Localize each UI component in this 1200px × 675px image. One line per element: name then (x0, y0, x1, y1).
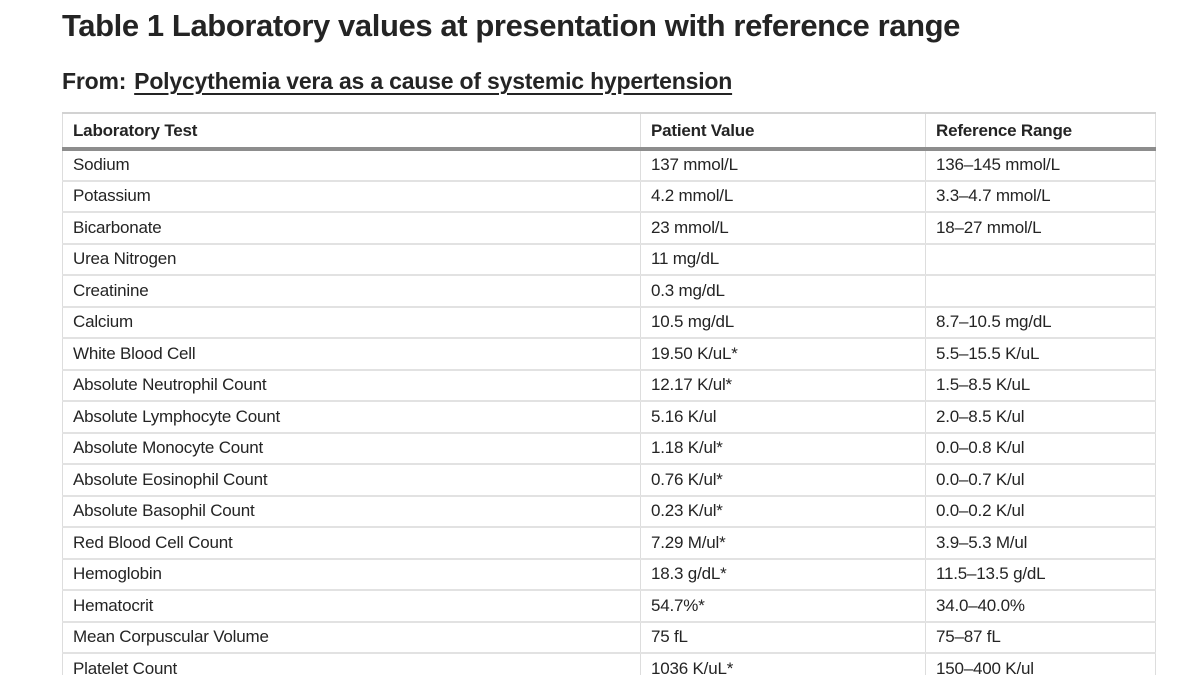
table-header-row: Laboratory Test Patient Value Reference … (62, 113, 1156, 152)
table-row: Sodium 137 mmol/L 136–145 mmol/L (62, 148, 1156, 181)
reference-range-cell: 136–145 mmol/L (925, 148, 1156, 181)
patient-value-cell: 5.16 K/ul (640, 400, 926, 433)
table-row: Absolute Monocyte Count 1.18 K/ul* 0.0–0… (62, 431, 1156, 465)
lab-test-cell: Calcium (62, 305, 641, 339)
patient-value-cell: 54.7%* (640, 589, 926, 622)
table-row: Bicarbonate 23 mmol/L 18–27 mmol/L (62, 211, 1156, 244)
reference-range-cell: 8.7–10.5 mg/dL (925, 305, 1156, 339)
patient-value-cell: 10.5 mg/dL (640, 305, 926, 339)
table-row: Absolute Lymphocyte Count 5.16 K/ul 2.0–… (62, 400, 1156, 433)
lab-test-cell: White Blood Cell (62, 337, 641, 370)
patient-value-cell: 1036 K/uL* (640, 652, 926, 675)
reference-range-cell: 0.0–0.8 K/ul (925, 431, 1156, 465)
reference-range-cell: 150–400 K/ul (925, 652, 1156, 675)
reference-range-cell: 75–87 fL (925, 620, 1156, 654)
reference-range-cell: 11.5–13.5 g/dL (925, 557, 1156, 591)
table-body: Sodium 137 mmol/L 136–145 mmol/L Potassi… (62, 148, 1156, 675)
table-row: Hemoglobin 18.3 g/dL* 11.5–13.5 g/dL (62, 557, 1156, 591)
source-line: From: Polycythemia vera as a cause of sys… (62, 68, 1200, 96)
article-link[interactable]: Polycythemia vera as a cause of systemic… (134, 67, 733, 94)
patient-value-cell: 12.17 K/ul* (640, 368, 926, 402)
reference-range-cell: 0.0–0.7 K/ul (925, 463, 1156, 496)
patient-value-cell: 7.29 M/ul* (640, 526, 926, 559)
table-row: Creatinine 0.3 mg/dL (62, 274, 1156, 307)
lab-test-cell: Platelet Count (62, 652, 641, 675)
lab-test-cell: Absolute Basophil Count (62, 494, 641, 528)
patient-value-cell: 19.50 K/uL* (640, 337, 926, 370)
reference-range-cell: 0.0–0.2 K/ul (925, 494, 1156, 528)
patient-value-cell: 75 fL (640, 620, 926, 654)
patient-value-cell: 137 mmol/L (640, 148, 926, 181)
patient-value-cell: 4.2 mmol/L (640, 179, 926, 213)
patient-value-cell: 0.76 K/ul* (640, 463, 926, 496)
table-row: Hematocrit 54.7%* 34.0–40.0% (62, 589, 1156, 622)
table-row: Mean Corpuscular Volume 75 fL 75–87 fL (62, 620, 1156, 654)
lab-test-cell: Creatinine (62, 274, 641, 307)
table-row: Potassium 4.2 mmol/L 3.3–4.7 mmol/L (62, 179, 1156, 213)
reference-range-cell: 18–27 mmol/L (925, 211, 1156, 244)
lab-test-cell: Sodium (62, 148, 641, 181)
lab-test-cell: Potassium (62, 179, 641, 213)
lab-test-cell: Bicarbonate (62, 211, 641, 244)
lab-test-cell: Absolute Monocyte Count (62, 431, 641, 465)
page-title: Table 1 Laboratory values at presentatio… (62, 8, 961, 43)
patient-value-cell: 11 mg/dL (640, 242, 926, 276)
patient-value-cell: 1.18 K/ul* (640, 431, 926, 465)
reference-range-cell: 34.0–40.0% (925, 589, 1156, 622)
patient-value-cell: 0.3 mg/dL (640, 274, 926, 307)
reference-range-cell: 1.5–8.5 K/uL (925, 368, 1156, 402)
reference-range-cell (925, 274, 1156, 307)
table-row: Red Blood Cell Count 7.29 M/ul* 3.9–5.3 … (62, 526, 1156, 559)
patient-value-cell: 18.3 g/dL* (640, 557, 926, 591)
reference-range-cell: 2.0–8.5 K/ul (925, 400, 1156, 433)
table-row: Absolute Eosinophil Count 0.76 K/ul* 0.0… (62, 463, 1156, 496)
table-row: White Blood Cell 19.50 K/uL* 5.5–15.5 K/… (62, 337, 1156, 370)
lab-test-cell: Absolute Lymphocyte Count (62, 400, 641, 433)
lab-test-cell: Hematocrit (62, 589, 641, 622)
lab-test-cell: Urea Nitrogen (62, 242, 641, 276)
column-header-reference-range: Reference Range (925, 113, 1156, 152)
lab-test-cell: Red Blood Cell Count (62, 526, 641, 559)
lab-test-cell: Mean Corpuscular Volume (62, 620, 641, 654)
lab-test-cell: Absolute Eosinophil Count (62, 463, 641, 496)
lab-values-table: Laboratory Test Patient Value Reference … (62, 112, 1156, 675)
reference-range-cell: 3.9–5.3 M/ul (925, 526, 1156, 559)
column-header-laboratory-test: Laboratory Test (62, 113, 641, 152)
table-row: Urea Nitrogen 11 mg/dL (62, 242, 1156, 276)
lab-test-cell: Hemoglobin (62, 557, 641, 591)
patient-value-cell: 23 mmol/L (640, 211, 926, 244)
from-label: From: (62, 67, 127, 94)
reference-range-cell (925, 242, 1156, 276)
table-row: Absolute Neutrophil Count 12.17 K/ul* 1.… (62, 368, 1156, 402)
table-row: Absolute Basophil Count 0.23 K/ul* 0.0–0… (62, 494, 1156, 528)
reference-range-cell: 3.3–4.7 mmol/L (925, 179, 1156, 213)
lab-test-cell: Absolute Neutrophil Count (62, 368, 641, 402)
table-row: Platelet Count 1036 K/uL* 150–400 K/ul (62, 652, 1156, 675)
column-header-patient-value: Patient Value (640, 113, 926, 152)
table-row: Calcium 10.5 mg/dL 8.7–10.5 mg/dL (62, 305, 1156, 339)
patient-value-cell: 0.23 K/ul* (640, 494, 926, 528)
reference-range-cell: 5.5–15.5 K/uL (925, 337, 1156, 370)
